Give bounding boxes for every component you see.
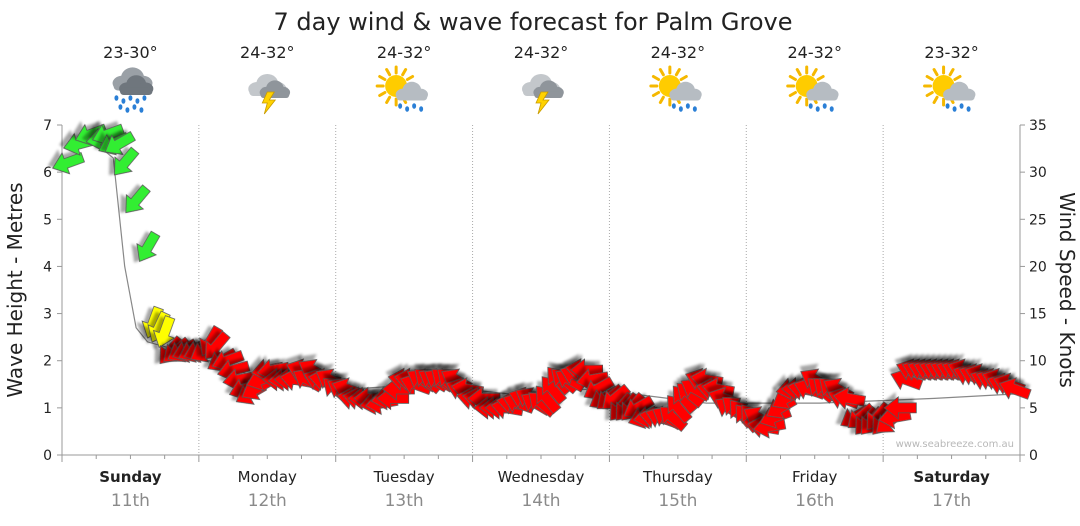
- day-temperature: 24-32°: [787, 43, 842, 62]
- day-date: 14th: [521, 491, 560, 511]
- left-tick-label: 1: [43, 401, 52, 417]
- thunderstorm-icon: [522, 74, 564, 115]
- day-name: Wednesday: [498, 468, 585, 486]
- left-tick-label: 6: [43, 165, 52, 181]
- wind-arrow: [998, 377, 1032, 400]
- left-tick-label: 4: [43, 259, 52, 275]
- day-temperature: 24-32°: [514, 43, 569, 62]
- day-headers: 23-30° 24-32° 24-32° 24-32° 24-32° 24-32° 23-3…: [103, 43, 979, 115]
- day-temperature: 24-32°: [240, 43, 295, 62]
- right-tick-label: 10: [1029, 354, 1047, 370]
- day-name: Sunday: [99, 468, 162, 486]
- left-tick-label: 3: [43, 307, 52, 323]
- right-tick-label: 25: [1029, 212, 1047, 228]
- thunderstorm-icon: [248, 74, 291, 115]
- left-axis-ticks: 0 1 2 3 4 5 6 7: [43, 118, 62, 464]
- day-temperature: 23-32°: [924, 43, 979, 62]
- day-name: Monday: [238, 468, 297, 486]
- sun-rain-icon: [923, 65, 976, 112]
- right-tick-label: 20: [1029, 259, 1047, 275]
- wind-arrow: [883, 396, 917, 420]
- wind-arrow: [832, 386, 866, 410]
- x-axis-ticks: [61, 455, 1021, 462]
- chart-title: 7 day wind & wave forecast for Palm Grov…: [274, 8, 793, 36]
- day-date: 17th: [932, 491, 971, 511]
- day-name: Thursday: [642, 468, 713, 486]
- day-date: 16th: [795, 491, 834, 511]
- day-temperature: 24-32°: [377, 43, 432, 62]
- right-tick-label: 30: [1029, 165, 1047, 181]
- day-date: 13th: [385, 491, 424, 511]
- wind-arrow: [113, 146, 140, 176]
- day-date: 15th: [658, 491, 697, 511]
- sun-rain-icon: [375, 65, 428, 112]
- sun-rain-icon: [786, 65, 839, 112]
- wind-arrow: [52, 152, 85, 175]
- wind-arrows: [52, 123, 1032, 439]
- right-tick-label: 0: [1029, 448, 1038, 464]
- wind-arrow: [136, 230, 161, 263]
- left-tick-label: 5: [43, 212, 52, 228]
- left-tick-label: 7: [43, 118, 52, 134]
- right-tick-label: 5: [1029, 401, 1038, 417]
- day-date: 12th: [248, 491, 287, 511]
- left-tick-label: 0: [43, 448, 52, 464]
- grid-lines: [198, 125, 884, 455]
- left-tick-label: 2: [43, 354, 52, 370]
- day-temperature: 24-32°: [651, 43, 706, 62]
- right-tick-label: 35: [1029, 118, 1047, 134]
- wind-arrow: [104, 131, 136, 155]
- right-tick-label: 15: [1029, 307, 1047, 323]
- sun-rain-icon: [649, 65, 702, 112]
- day-name: Tuesday: [373, 468, 435, 486]
- right-axis-label: Wind Speed - Knots: [1055, 192, 1079, 388]
- heavy-rain-icon: [112, 67, 154, 113]
- wind-arrow: [125, 184, 151, 214]
- left-axis-label: Wave Height - Metres: [3, 182, 27, 397]
- wind-arrow: [152, 315, 176, 349]
- day-name: Friday: [792, 468, 838, 486]
- day-temperature: 23-30°: [103, 43, 158, 62]
- wind-arrow: [205, 330, 231, 360]
- day-name: Saturday: [913, 468, 990, 486]
- day-labels: Sunday 11th Monday 12th Tuesday 13th Wednesday…: [99, 468, 990, 511]
- watermark: www.seabreeze.com.au: [896, 439, 1014, 450]
- right-axis-ticks: 0 5 10 15 20 25 30 35: [1020, 118, 1047, 464]
- day-date: 11th: [111, 491, 150, 511]
- wind-arrow: [890, 367, 924, 391]
